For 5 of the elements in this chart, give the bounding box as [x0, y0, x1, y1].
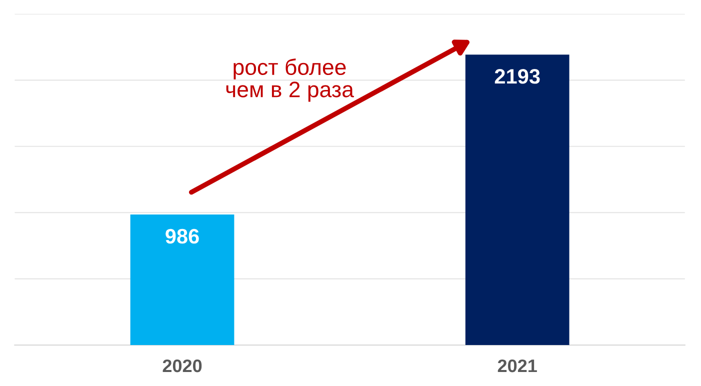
annotation: рост более чем в 2 раза [226, 58, 354, 102]
data-label: 2193 [494, 69, 540, 84]
data-label: 986 [166, 228, 199, 244]
x-tick-label: 2021 [498, 359, 537, 372]
x-tick-label: 2020 [162, 359, 202, 372]
